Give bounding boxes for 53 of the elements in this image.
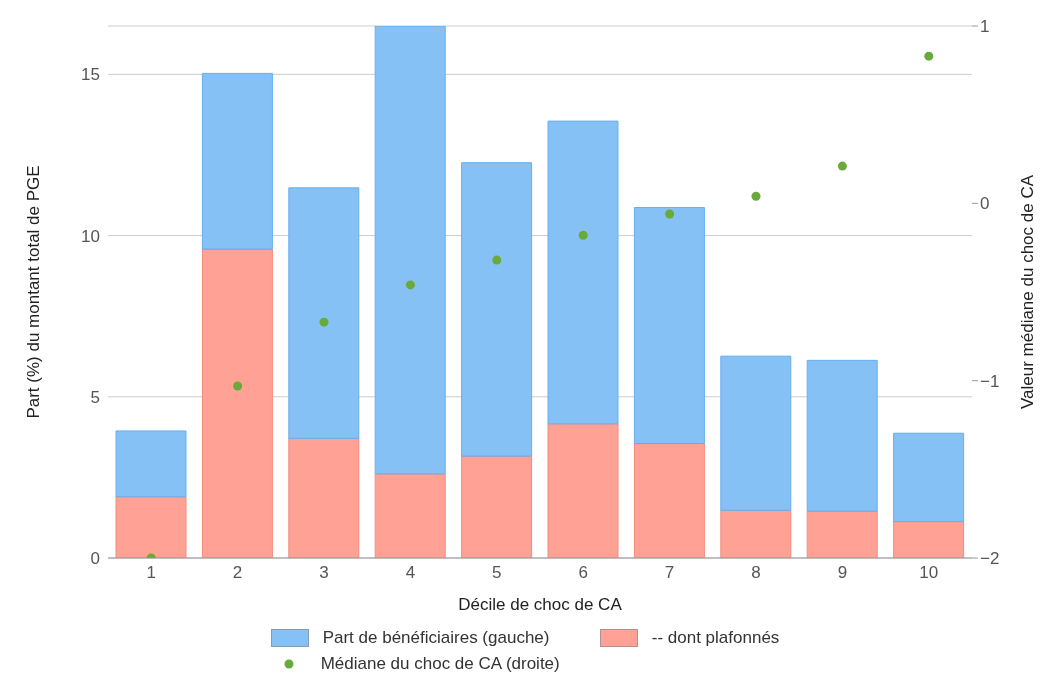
y2-tick-label: 1 (980, 17, 990, 37)
y-axis-title: Part (%) du montant total de PGE (24, 165, 44, 419)
legend-label: Médiane du choc de CA (droite) (320, 654, 560, 674)
bar (374, 473, 446, 558)
y2-tick-label: −1 (980, 371, 1000, 391)
bar (461, 455, 533, 558)
x-tick-label: 10 (919, 563, 939, 583)
bar (547, 120, 619, 425)
x-tick-label: 4 (405, 563, 416, 583)
y2-tick-label: 0 (980, 194, 990, 214)
x-tick-label: 9 (837, 563, 848, 583)
bar (115, 430, 187, 498)
point (233, 381, 243, 391)
x-tick-label: 6 (578, 563, 588, 583)
bar (633, 207, 705, 445)
x-tick-label: 5 (492, 563, 502, 583)
x-tick-label: 8 (751, 563, 761, 583)
point (751, 191, 761, 201)
bar (547, 423, 619, 558)
point (405, 280, 415, 290)
point (665, 209, 675, 219)
point (924, 51, 934, 61)
x-tick-label: 7 (664, 563, 675, 583)
bar (201, 248, 273, 558)
point (319, 317, 329, 327)
y-tick-label: 15 (81, 65, 100, 85)
bar (288, 437, 360, 558)
x-tick-label: 1 (146, 563, 156, 583)
x-tick-label: 2 (232, 563, 243, 583)
bar (374, 26, 446, 475)
bar (201, 72, 273, 250)
y2-tick-label: −2 (980, 549, 1000, 569)
point (578, 230, 588, 240)
point (492, 255, 502, 265)
bar (115, 496, 187, 558)
point (837, 161, 847, 171)
y-tick-label: 0 (90, 549, 100, 569)
y2-axis-title: Valeur médiane du choc de CA (1018, 174, 1038, 410)
bar (720, 509, 792, 558)
x-tick-label: 3 (319, 563, 329, 583)
legend-label: Part de bénéficiaires (gauche) (322, 628, 550, 648)
bar (893, 521, 965, 558)
bar (806, 359, 878, 512)
legend-label: -- dont plafonnés (651, 628, 780, 648)
bar (893, 432, 965, 523)
bar (720, 355, 792, 511)
y-tick-label: 5 (90, 387, 100, 407)
bar (288, 187, 360, 439)
bar (806, 510, 878, 558)
bar (633, 443, 705, 558)
x-axis-title: Décile de choc de CA (458, 595, 623, 614)
bar (461, 162, 533, 457)
y-tick-label: 10 (81, 226, 100, 246)
